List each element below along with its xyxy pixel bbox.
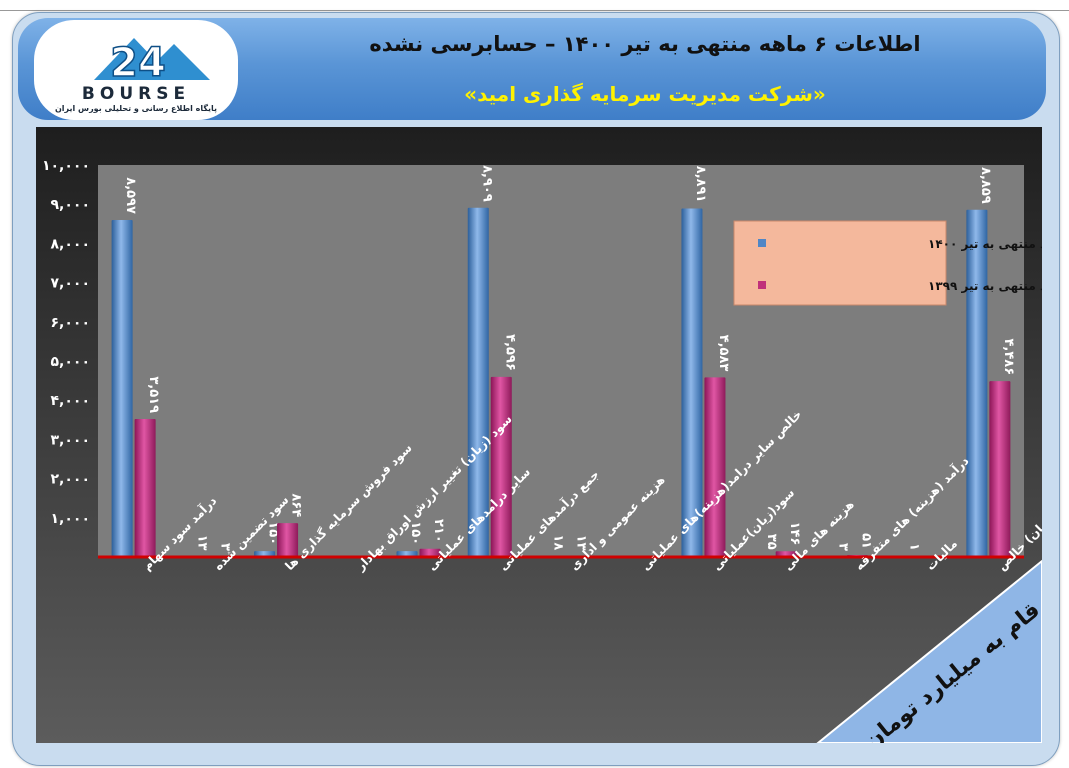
legend: عملکرد منتهی به تیر ۱۴۰۰ عملکرد منتهی به… bbox=[733, 220, 1069, 306]
company-title: «شرکت مدیریت سرمایه گذاری امید» bbox=[464, 82, 826, 106]
bar-1399 bbox=[989, 381, 1011, 557]
chart-container: ۱,۰۰۰ ۲,۰۰۰ ۳,۰۰۰ ۴,۰۰۰ ۵,۰۰۰ ۶,۰۰۰ ۷,۰۰۰ ۸,۰۰۰… bbox=[36, 127, 1069, 755]
data-label: ۳,۵۱۹ bbox=[146, 376, 161, 413]
data-label: ۸,۸۵۹ bbox=[978, 167, 993, 204]
legend-swatch-1400 bbox=[758, 239, 766, 247]
data-label: ۳ bbox=[217, 543, 232, 551]
y-tick-label: ۱۰,۰۰۰ bbox=[42, 158, 90, 174]
bar-1399 bbox=[277, 523, 299, 557]
data-label: ۵۱ bbox=[858, 533, 873, 549]
page-title: اطلاعات ۶ ماهه منتهی به تیر ۱۴۰۰ – حسابر… bbox=[369, 32, 921, 56]
bar-1399 bbox=[490, 376, 512, 557]
y-tick-label: ۴,۰۰۰ bbox=[51, 393, 91, 409]
bar-1400 bbox=[111, 219, 133, 557]
y-tick-label: ۱,۰۰۰ bbox=[51, 511, 91, 527]
bar-1400 bbox=[681, 208, 703, 557]
data-label: ۲۱۰ bbox=[431, 519, 446, 543]
y-axis: ۱,۰۰۰ ۲,۰۰۰ ۳,۰۰۰ ۴,۰۰۰ ۵,۰۰۰ ۶,۰۰۰ ۷,۰۰۰ ۸,۰۰۰… bbox=[42, 158, 90, 527]
y-tick-label: ۶,۰۰۰ bbox=[51, 315, 91, 331]
y-tick-label: ۳,۰۰۰ bbox=[51, 432, 91, 448]
y-tick-label: ۲,۰۰۰ bbox=[51, 472, 91, 488]
logo-mark-icon: 24 bbox=[94, 38, 210, 87]
bar-chart: ۱,۰۰۰ ۲,۰۰۰ ۳,۰۰۰ ۴,۰۰۰ ۵,۰۰۰ ۶,۰۰۰ ۷,۰۰۰ ۸,۰۰۰… bbox=[36, 127, 1069, 755]
data-label: ۸,۵۹۷ bbox=[123, 177, 138, 214]
y-tick-label: ۷,۰۰۰ bbox=[51, 276, 91, 292]
logo-number: 24 bbox=[110, 40, 166, 86]
legend-swatch-1399 bbox=[758, 281, 766, 289]
bar-1399 bbox=[134, 419, 156, 557]
data-label: ۱۸ bbox=[551, 534, 566, 550]
data-label: ۸۶۴ bbox=[289, 493, 304, 517]
data-label: ۱۴۶ bbox=[787, 521, 802, 545]
legend-box bbox=[733, 220, 947, 306]
legend-label-1399: عملکرد منتهی به تیر ۱۳۹۹ bbox=[928, 279, 1042, 293]
logo-tagline: پایگاه اطلاع رسانی و تحلیلی بورس ایران bbox=[54, 104, 218, 113]
data-label: ۱۳ bbox=[194, 535, 209, 551]
data-label: ۸,۹۰۹ bbox=[479, 165, 494, 202]
data-label: ۴,۵۹۶ bbox=[502, 334, 517, 371]
logo-word: BOURSE bbox=[81, 84, 191, 104]
bar-1400 bbox=[467, 207, 489, 557]
bar-1399 bbox=[704, 377, 726, 557]
bar-1400 bbox=[966, 209, 988, 557]
y-tick-label: ۵,۰۰۰ bbox=[51, 354, 91, 370]
data-label: ۴,۵۸۳ bbox=[716, 335, 731, 372]
data-label: ۸,۸۹۱ bbox=[693, 166, 708, 203]
data-label: ۱۵۰ bbox=[266, 521, 281, 545]
data-label: ۱۳ bbox=[574, 535, 589, 551]
top-rule bbox=[0, 10, 1069, 11]
bar-1399 bbox=[419, 548, 441, 557]
bars-layer: ۸,۵۹۷ ۱۳ ۱۵۰ ۱۵۰ ۸,۹۰۹ ۱۸ ۸,۸۹۱ ۳۵ ۳ ۱ ۸,۸۵۹ ۳,۵۱۹ ۳… bbox=[111, 165, 1016, 557]
data-label: ۱۵۰ bbox=[408, 521, 423, 545]
y-tick-label: ۸,۰۰۰ bbox=[51, 236, 91, 252]
data-label: ۱ bbox=[907, 543, 922, 551]
y-tick-label: ۹,۰۰۰ bbox=[51, 197, 91, 213]
data-label: ۳ bbox=[835, 543, 850, 551]
data-label: ۴,۴۸۶ bbox=[1001, 338, 1016, 375]
bourse24-logo: 24 BOURSE پایگاه اطلاع رسانی و تحلیلی بو… bbox=[34, 20, 238, 120]
data-label: ۳۵ bbox=[764, 534, 779, 550]
legend-label-1400: عملکرد منتهی به تیر ۱۴۰۰ bbox=[928, 237, 1042, 251]
